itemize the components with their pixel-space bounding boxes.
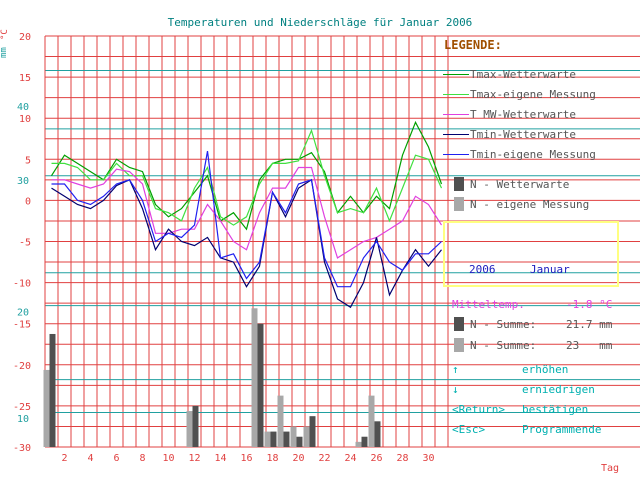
- y-tick-label-temp: -15: [13, 320, 31, 331]
- y-tick-label-temp: -20: [13, 361, 31, 372]
- period-month: Januar: [530, 263, 570, 276]
- y-tick-label-temp: 20: [19, 32, 31, 43]
- n-sum-value-own: 23 mm: [566, 339, 613, 352]
- period-box: [443, 221, 619, 287]
- chart-title: Temperaturen und Niederschläge für Janua…: [168, 16, 473, 29]
- y-tick-label-precip: 20: [17, 307, 29, 318]
- y-tick-label-temp: -30: [13, 443, 31, 454]
- x-tick-label: 18: [266, 453, 278, 464]
- legend-swatch-tmin-ww: [443, 134, 469, 135]
- precip-bar: [361, 436, 368, 447]
- precip-bar: [270, 431, 277, 447]
- legend-swatch-tmin-own: [443, 154, 469, 155]
- precip-bar: [303, 426, 310, 447]
- precip-bar: [296, 436, 303, 447]
- n-sum-label-ww: N - Summe:: [470, 318, 537, 331]
- precip-bar: [277, 395, 284, 447]
- y-tick-label-temp: 0: [25, 196, 31, 207]
- mean-temp-label: Mitteltemp.: [452, 298, 525, 311]
- precip-bar: [43, 369, 50, 447]
- series-line: [51, 178, 442, 309]
- precip-bar: [368, 395, 375, 447]
- n-sum-label-own: N - Summe:: [470, 339, 537, 352]
- precip-bar: [290, 426, 297, 447]
- x-tick-label: 20: [292, 453, 304, 464]
- legend-swatch-tmax-own: [443, 94, 469, 95]
- control-down-key[interactable]: ↓: [452, 383, 459, 396]
- sum-swatch-n-ww: [454, 317, 464, 331]
- series-line: [51, 128, 443, 226]
- y-tick-label-temp: -25: [13, 402, 31, 413]
- period-year: 2006: [469, 263, 496, 276]
- y-tick-label-temp: 10: [19, 114, 31, 125]
- x-tick-label: 22: [318, 453, 330, 464]
- x-tick-label: 10: [162, 453, 174, 464]
- precip-bar: [49, 333, 56, 447]
- legend-swatch-n-own: [454, 197, 464, 211]
- precip-bar: [283, 431, 290, 447]
- mean-temp-value: -1.8 °C: [566, 298, 613, 311]
- x-tick-label: 12: [188, 453, 200, 464]
- precip-bar: [374, 421, 381, 447]
- control-up-key[interactable]: ↑: [452, 363, 459, 376]
- y-tick-label-precip: 40: [17, 102, 29, 113]
- temp-unit-label: °C: [0, 29, 10, 40]
- series-line: [50, 120, 443, 231]
- x-tick-label: 28: [396, 453, 408, 464]
- temperature-lines: [50, 120, 443, 309]
- y-tick-label-precip: 10: [17, 414, 29, 425]
- x-tick-label: 30: [422, 453, 434, 464]
- x-tick-label: 2: [61, 453, 67, 464]
- precip-bar: [264, 431, 271, 447]
- legend-label-tmin-own: Tmin-eigene Messung: [470, 148, 596, 161]
- legend-swatch-tmax-ww: [443, 74, 469, 75]
- precip-unit-label: mm: [0, 47, 9, 58]
- control-return-key[interactable]: <Return>: [452, 403, 505, 416]
- precip-bar: [257, 323, 264, 447]
- x-tick-label: 14: [214, 453, 226, 464]
- legend-label-tmax-own: Tmax-eigene Messung: [470, 88, 596, 101]
- x-tick-label: 26: [370, 453, 382, 464]
- x-tick-label: 16: [240, 453, 252, 464]
- legend-label-tmw-ww: T MW-Wetterwarte: [470, 108, 576, 121]
- y-tick-label-temp: 15: [19, 73, 31, 84]
- precipitation-bars: [43, 308, 381, 447]
- legend-label-tmax-ww: Tmax-Wetterwarte: [470, 68, 576, 81]
- legend-label-n-own: N - eigene Messung: [470, 198, 590, 211]
- legend-label-tmin-ww: Tmin-Wetterwarte: [470, 128, 576, 141]
- control-up-action[interactable]: erhöhen: [522, 363, 569, 376]
- control-return-action[interactable]: bestätigen: [522, 403, 589, 416]
- x-tick-label: 8: [139, 453, 145, 464]
- sum-swatch-n-own: [454, 338, 464, 352]
- y-tick-label-temp: -10: [13, 279, 31, 290]
- precip-bar: [355, 441, 362, 447]
- control-down-action[interactable]: erniedrigen: [522, 383, 595, 396]
- legend-title: LEGENDE:: [444, 38, 502, 52]
- x-tick-label: 24: [344, 453, 356, 464]
- y-tick-label-precip: 30: [17, 176, 29, 187]
- precip-bar: [309, 416, 316, 447]
- control-esc-action[interactable]: Programmende: [522, 423, 602, 436]
- legend-swatch-tmw-ww: [443, 114, 469, 115]
- n-sum-value-ww: 21.7 mm: [566, 318, 613, 331]
- precip-bar: [192, 405, 199, 447]
- legend-label-n-ww: N - Wetterwarte: [470, 178, 570, 191]
- x-tick-label: 6: [113, 453, 119, 464]
- legend-swatch-n-ww: [454, 177, 464, 191]
- series-line: [51, 150, 442, 288]
- x-axis-label: Tag: [601, 463, 619, 474]
- y-tick-label-temp: 5: [25, 155, 31, 166]
- precip-bar: [251, 308, 258, 447]
- precip-bar: [186, 411, 193, 447]
- y-tick-label-temp: -5: [19, 238, 31, 249]
- x-tick-label: 4: [87, 453, 93, 464]
- control-esc-key[interactable]: <Esc>: [452, 423, 486, 436]
